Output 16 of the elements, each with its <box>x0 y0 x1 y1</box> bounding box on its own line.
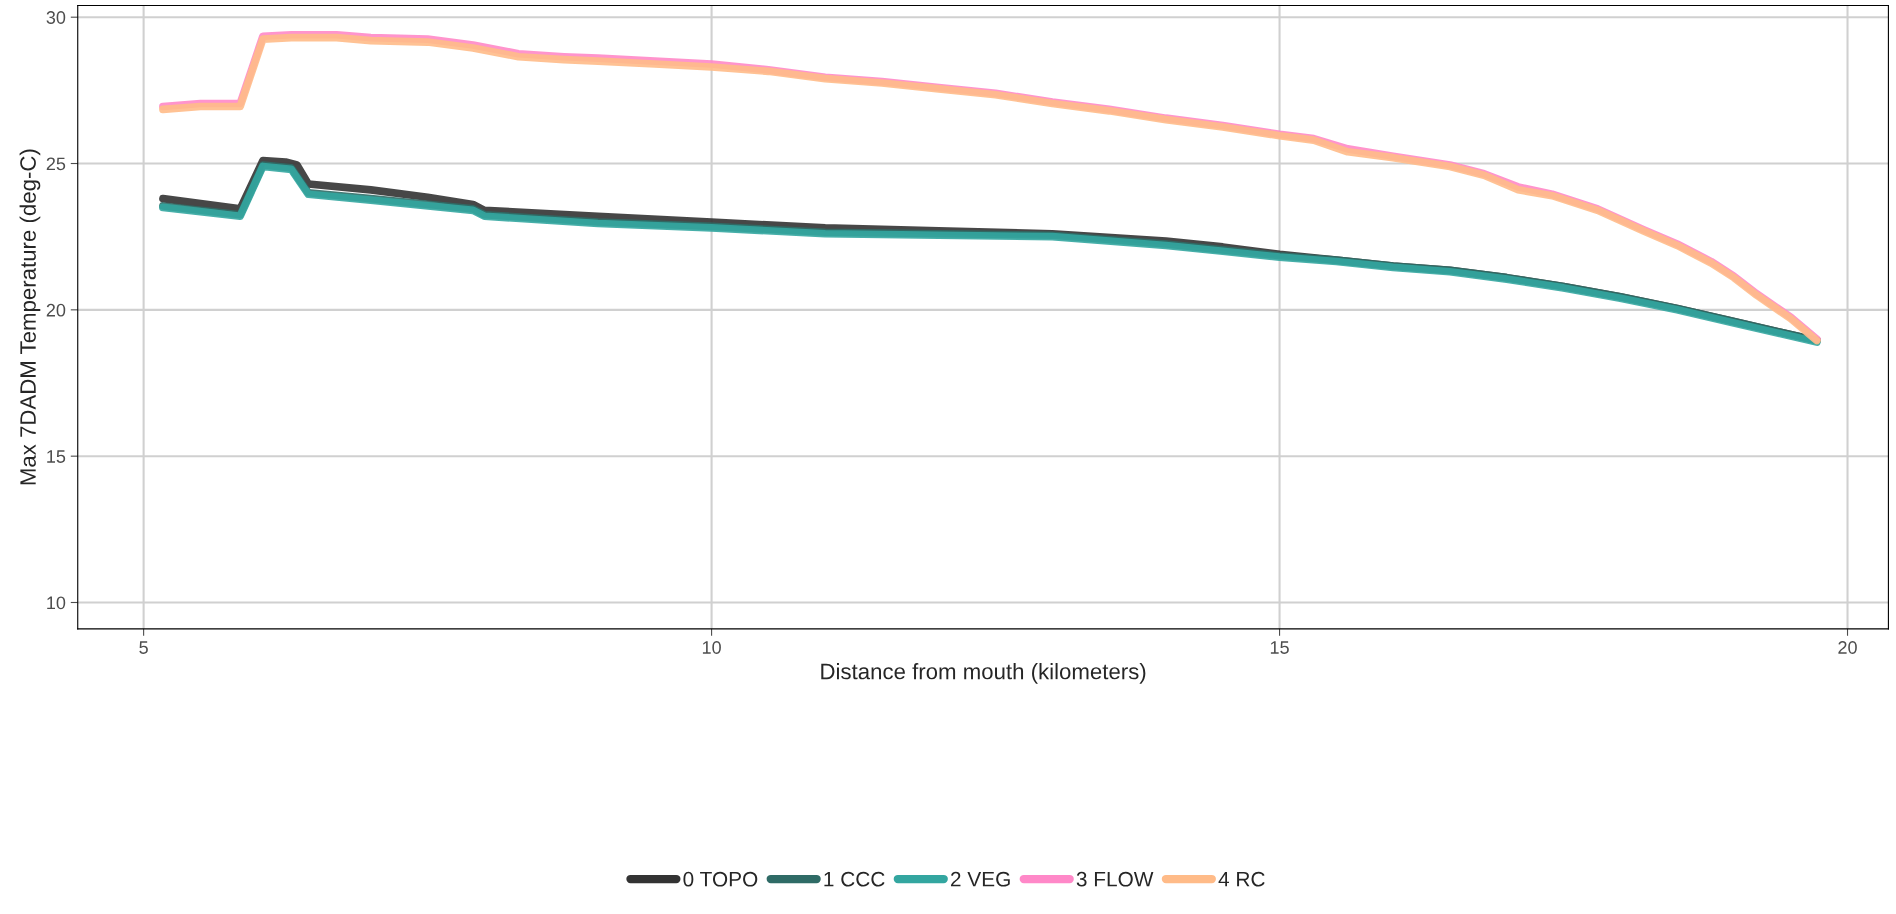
legend-label: 4 RC <box>1218 871 1265 887</box>
y-tick-label: 10 <box>47 596 66 610</box>
y-tick-label: 30 <box>46 11 66 24</box>
y-axis-title: Max 7DADM Temperature (deg-C) <box>19 149 41 485</box>
legend-label: 2 VEG <box>950 871 1010 887</box>
y-tick-label: 25 <box>46 157 66 171</box>
y-tick-label: 20 <box>46 303 66 317</box>
y-tick-label: 15 <box>47 450 66 463</box>
x-tick-label: 10 <box>702 641 721 654</box>
x-tick-label: 20 <box>1838 641 1857 654</box>
x-tick-label: 5 <box>139 641 148 654</box>
x-tick-label: 15 <box>1270 641 1289 654</box>
x-axis-title: Distance from mouth (kilometers) <box>821 663 1146 684</box>
legend-label: 1 CCC <box>824 871 885 887</box>
legend-label: 3 FLOW <box>1076 871 1154 887</box>
legend-label: 0 TOPO <box>683 871 758 887</box>
